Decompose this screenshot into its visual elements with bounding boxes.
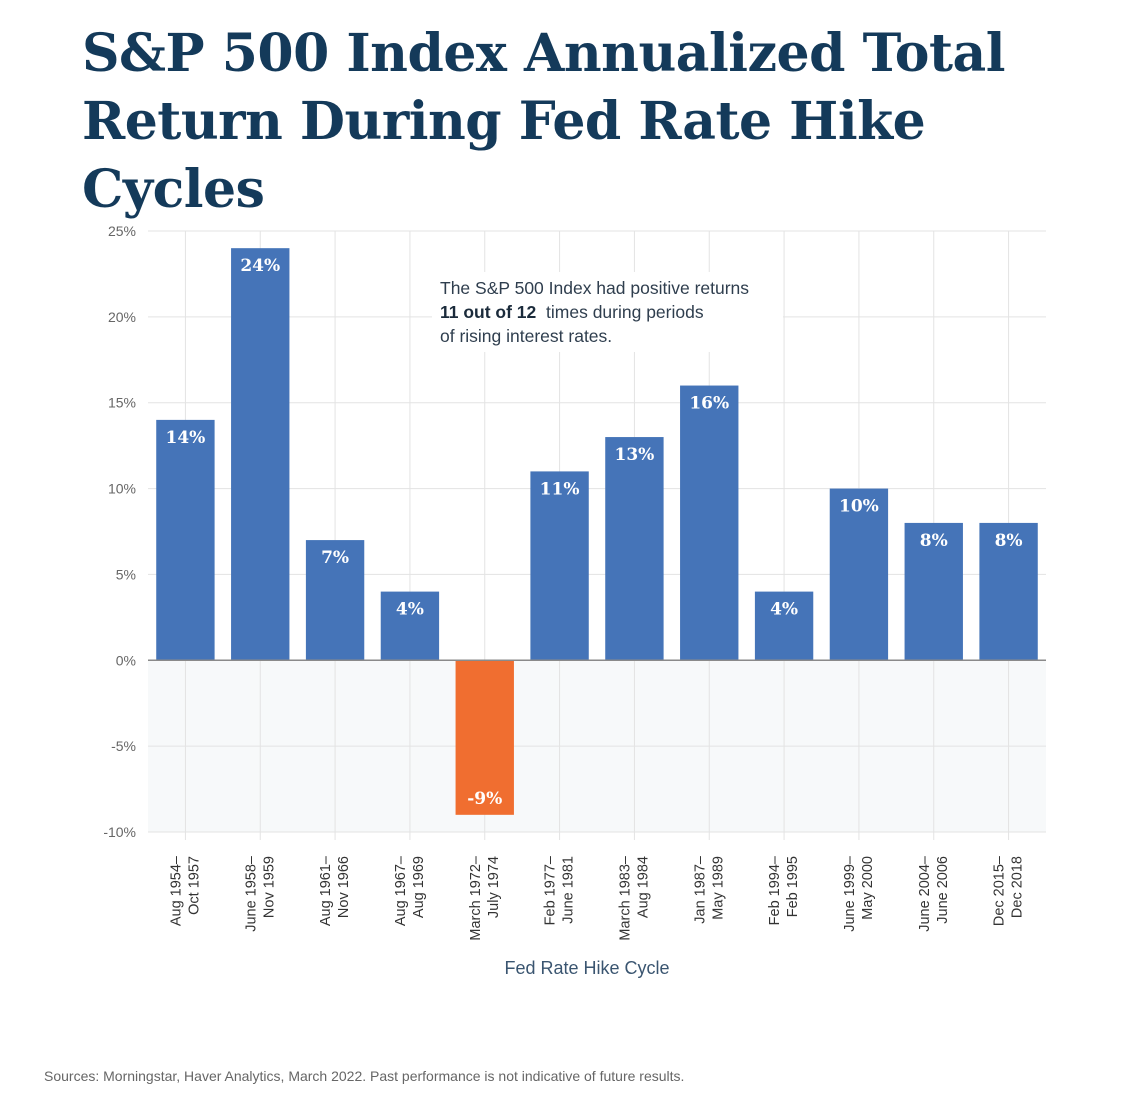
x-tick-label-start: March 1983– <box>617 855 633 941</box>
x-tick-label-end: Aug 1969 <box>411 856 427 918</box>
x-tick-label-start: Aug 1967– <box>393 855 409 926</box>
y-tick-label: 20% <box>108 309 136 325</box>
annotation-box: The S&P 500 Index had positive returns 1… <box>432 272 783 352</box>
bar-value-label: 4% <box>396 600 424 620</box>
annotation-highlight: 11 out of 12 <box>440 302 537 322</box>
bar <box>904 522 963 661</box>
bar <box>829 488 889 661</box>
y-tick-label: 15% <box>108 395 136 411</box>
bar-value-label: 8% <box>995 531 1023 551</box>
annotation-line-3: of rising interest rates. <box>440 326 613 346</box>
bar-value-label: 24% <box>240 256 280 276</box>
chart-title-line-1: S&P 500 Index Annualized Total <box>82 23 1005 84</box>
x-tick-label-end: Dec 2018 <box>1010 856 1026 918</box>
x-tick-label-start: Jan 1987– <box>692 855 708 924</box>
annotation-line-2: 11 out of 12 times during periods <box>440 300 775 324</box>
bar <box>530 471 589 661</box>
annotation-line-2-rest: times during periods <box>546 302 704 322</box>
bar-value-label: 13% <box>615 445 655 465</box>
bar-value-label: 10% <box>839 497 879 517</box>
x-axis-title: Fed Rate Hike Cycle <box>504 958 669 978</box>
x-tick-label-start: March 1972– <box>468 855 484 941</box>
x-tick-label: June 1958– Nov 1959 <box>243 855 277 932</box>
x-tick-label-end: Nov 1959 <box>261 856 277 918</box>
x-tick-label-end: May 1989 <box>710 856 726 920</box>
source-note: Sources: Morningstar, Haver Analytics, M… <box>44 1068 685 1084</box>
x-tick-label-start: Aug 1954– <box>168 855 184 926</box>
bar <box>754 591 814 661</box>
x-tick-label-end: June 2006 <box>935 856 951 924</box>
x-tick-label-start: Feb 1977– <box>543 855 559 925</box>
y-tick-label: 25% <box>108 223 136 239</box>
x-tick-label: Dec 2015– Dec 2018 <box>992 855 1026 926</box>
y-tick-label: -5% <box>111 738 136 754</box>
bar <box>455 660 514 815</box>
bar <box>979 522 1038 661</box>
bar-value-label: 7% <box>321 548 349 568</box>
x-tick-label: Aug 1967– Aug 1969 <box>393 855 427 926</box>
bar <box>680 385 739 661</box>
y-tick-label: 0% <box>116 652 136 668</box>
bar <box>380 591 440 661</box>
bar <box>156 419 215 661</box>
bar-value-label: 11% <box>540 479 580 499</box>
bar-value-label: 4% <box>770 600 798 620</box>
x-tick-label-end: Oct 1957 <box>186 856 202 915</box>
bar <box>305 540 365 661</box>
x-tick-label: March 1972– July 1974 <box>468 855 502 941</box>
y-tick-label: 5% <box>116 566 136 582</box>
y-tick-label: -10% <box>103 824 136 840</box>
bar <box>605 437 664 661</box>
x-tick-label-start: Aug 1961– <box>318 855 334 926</box>
x-tick-label-end: Feb 1995 <box>785 856 801 917</box>
x-tick-label-start: Feb 1994– <box>767 855 783 925</box>
x-tick-label: June 1999– May 2000 <box>842 855 876 932</box>
chart-title: S&P 500 Index Annualized Total Return Du… <box>82 20 1082 224</box>
x-tick-label: Feb 1994– Feb 1995 <box>767 855 801 925</box>
bar <box>231 248 290 661</box>
bar-value-label: -9% <box>467 789 502 809</box>
x-tick-label-start: June 2004– <box>917 855 933 932</box>
x-tick-label: Feb 1977– June 1981 <box>543 855 577 925</box>
bar-value-label: 16% <box>689 394 729 414</box>
x-tick-label-end: July 1974 <box>486 856 502 918</box>
bar-chart: 25% 20% 15% 10% 5% 0% -5% -10% 14% Aug 1954– Oct 1… <box>103 223 1046 978</box>
x-tick-label: March 1983– Aug 1984 <box>617 855 651 941</box>
bar-value-label: 8% <box>920 531 948 551</box>
x-tick-label: Aug 1954– Oct 1957 <box>168 855 202 926</box>
chart-title-line-2: Return During Fed Rate Hike Cycles <box>82 91 926 220</box>
y-tick-label: 10% <box>108 481 136 497</box>
x-tick-label-start: Dec 2015– <box>992 855 1008 926</box>
x-tick-label-start: June 1958– <box>243 855 259 932</box>
x-tick-label: Jan 1987– May 1989 <box>692 855 726 924</box>
x-tick-label-end: Nov 1966 <box>336 856 352 918</box>
x-tick-label: Aug 1961– Nov 1966 <box>318 855 352 926</box>
x-tick-label: June 2004– June 2006 <box>917 855 951 932</box>
annotation-line-1: The S&P 500 Index had positive returns <box>440 278 750 298</box>
x-tick-label-start: June 1999– <box>842 855 858 932</box>
x-tick-label-end: Aug 1984 <box>635 856 651 918</box>
bar-value-label: 14% <box>166 428 206 448</box>
x-tick-label-end: June 1981 <box>561 856 577 924</box>
x-tick-label-end: May 2000 <box>860 856 876 920</box>
